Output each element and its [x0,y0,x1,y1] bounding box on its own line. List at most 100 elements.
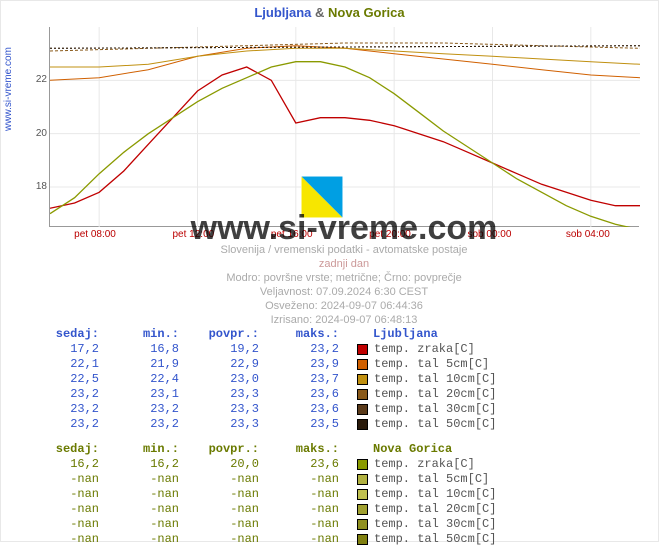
table-cell: -nan [111,517,191,532]
table-cell: -nan [31,517,111,532]
x-tick-label: pet 12:00 [173,229,215,240]
parameter-label: temp. tal 50cm[C] [374,532,496,547]
series-swatch-icon [357,504,368,515]
table-cell: -nan [111,472,191,487]
table-row: 22,121,922,923,9temp. tal 5cm[C] [31,357,641,372]
meta-source: Slovenija / vremenski podatki - avtomats… [49,243,639,257]
table-cell: 17,2 [31,342,111,357]
table-cell: -nan [191,532,271,547]
col-header: povpr.: [191,327,271,342]
series-swatch-icon [357,404,368,415]
table-cell: 23,1 [111,387,191,402]
table-cell: 16,2 [111,457,191,472]
series-swatch-icon [357,359,368,370]
chart-metadata: Slovenija / vremenski podatki - avtomats… [49,243,639,327]
parameter-label: temp. zraka[C] [374,342,475,357]
series-swatch-icon [357,374,368,385]
watermark-logo-icon [301,176,343,218]
table-cell: 23,6 [271,387,351,402]
y-tick-label: 18 [29,181,47,192]
col-header: min.: [111,442,191,457]
series-swatch-icon [357,534,368,545]
table-cell: 23,5 [271,417,351,432]
parameter-label: temp. tal 50cm[C] [374,417,496,432]
meta-validity: Veljavnost: 07.09.2024 6:30 CEST [49,285,639,299]
table-cell: 23,2 [31,402,111,417]
meta-refreshed: Osveženo: 2024-09-07 06:44:36 [49,299,639,313]
y-tick-label: 20 [29,128,47,139]
table-cell: 23,3 [191,417,271,432]
table-row: -nan-nan-nan-nantemp. tal 20cm[C] [31,502,641,517]
table-cell: -nan [271,502,351,517]
table-row: -nan-nan-nan-nantemp. tal 10cm[C] [31,487,641,502]
col-header: maks.: [271,442,351,457]
table-row: 16,216,220,023,6temp. zraka[C] [31,457,641,472]
parameter-label: temp. tal 30cm[C] [374,402,496,417]
table-cell: 20,0 [191,457,271,472]
table-cell: -nan [191,472,271,487]
parameter-label: temp. tal 10cm[C] [374,372,496,387]
table-row: 23,223,223,323,6temp. tal 30cm[C] [31,402,641,417]
table-cell: 16,2 [31,457,111,472]
table-cell: 22,4 [111,372,191,387]
table-cell: -nan [31,502,111,517]
table-cell: 23,2 [111,402,191,417]
table-cell: -nan [191,502,271,517]
station-name: Ljubljana [373,327,438,342]
parameter-label: temp. zraka[C] [374,457,475,472]
table-cell: -nan [191,487,271,502]
table-cell: 23,6 [271,402,351,417]
table-cell: 23,3 [191,402,271,417]
table-cell: 22,5 [31,372,111,387]
meta-period: zadnji dan [49,257,639,271]
parameter-label: temp. tal 5cm[C] [374,357,489,372]
title-loc2: Nova Gorica [328,5,405,20]
series-swatch-icon [357,344,368,355]
parameter-label: temp. tal 10cm[C] [374,487,496,502]
x-tick-label: pet 16:00 [271,229,313,240]
table-cell: -nan [31,487,111,502]
table-cell: 23,2 [31,417,111,432]
col-header: maks.: [271,327,351,342]
col-header: min.: [111,327,191,342]
x-tick-label: pet 08:00 [74,229,116,240]
table-cell: 23,7 [271,372,351,387]
series-swatch-icon [357,489,368,500]
y-axis-label: www.si-vreme.com [3,47,14,131]
table-cell: -nan [31,472,111,487]
series-swatch-icon [357,519,368,530]
parameter-label: temp. tal 30cm[C] [374,517,496,532]
table-cell: 23,2 [31,387,111,402]
table-cell: 21,9 [111,357,191,372]
title-loc1: Ljubljana [254,5,311,20]
table-cell: -nan [271,532,351,547]
table-cell: 23,9 [271,357,351,372]
table-row: -nan-nan-nan-nantemp. tal 5cm[C] [31,472,641,487]
y-tick-label: 22 [29,74,47,85]
table-row: -nan-nan-nan-nantemp. tal 30cm[C] [31,517,641,532]
meta-legend-note: Modro: površne vrste; metrične; Črno: po… [49,271,639,285]
table-row: 23,223,123,323,6temp. tal 20cm[C] [31,387,641,402]
table-cell: -nan [271,487,351,502]
title-amp: & [315,5,324,20]
table-row: -nan-nan-nan-nantemp. tal 50cm[C] [31,532,641,547]
chart-title: Ljubljana & Nova Gorica [1,1,658,22]
parameter-label: temp. tal 20cm[C] [374,502,496,517]
x-tick-label: pet 20:00 [369,229,411,240]
table-cell: 16,8 [111,342,191,357]
chart-plot-area [49,27,639,227]
table-cell: 22,1 [31,357,111,372]
data-tables: sedaj:min.:povpr.:maks.:Ljubljana17,216,… [31,327,641,547]
series-swatch-icon [357,419,368,430]
meta-rendered: Izrisano: 2024-09-07 06:48:13 [49,313,639,327]
table-cell: 19,2 [191,342,271,357]
series-swatch-icon [357,389,368,400]
station-name: Nova Gorica [373,442,452,457]
table-cell: 23,0 [191,372,271,387]
table-cell: -nan [111,532,191,547]
table-cell: -nan [111,487,191,502]
chart-svg [50,27,640,227]
table-row: 22,522,423,023,7 temp. tal 10cm[C] [31,372,641,387]
table-cell: 23,2 [271,342,351,357]
table-cell: -nan [271,517,351,532]
